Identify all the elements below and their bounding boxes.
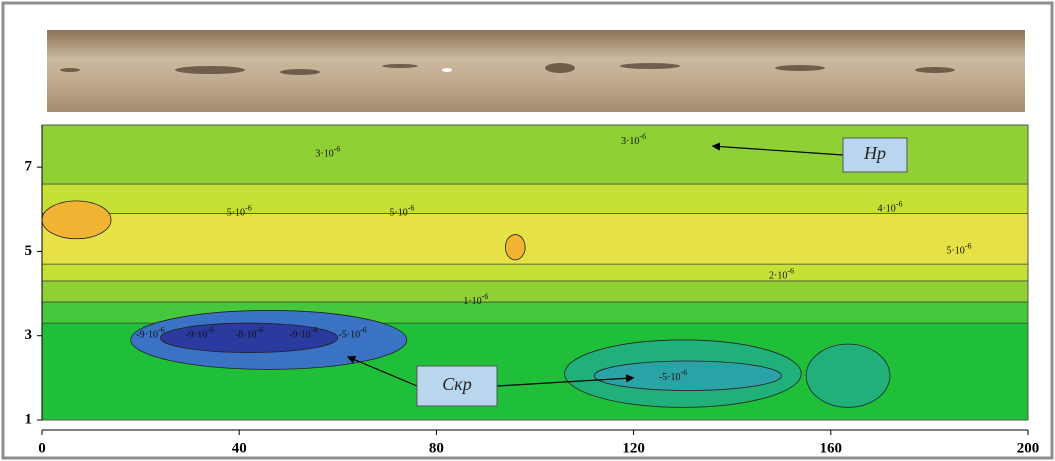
x-tick-label: 120 (622, 440, 645, 456)
x-tick-label: 40 (232, 440, 247, 456)
annotation-text: Нр (863, 143, 886, 163)
contour-label-base: -5·10 (338, 330, 360, 341)
contour-label-exp: -6 (965, 241, 972, 250)
contour-region (594, 361, 781, 391)
contour-label-exp: -6 (681, 368, 688, 377)
contour-label-exp: -6 (787, 267, 794, 276)
contour-label-base: -8·10 (235, 330, 257, 341)
contour-region (505, 235, 525, 260)
contour-label-base: 5·10 (227, 208, 245, 219)
contour-label-base: -9·10 (136, 330, 158, 341)
contour-label-base: 4·10 (877, 204, 895, 215)
contour-label-base: -5·10 (659, 372, 681, 383)
contour-label-exp: -6 (311, 326, 318, 335)
contour-label-exp: -6 (158, 326, 165, 335)
contour-band (42, 264, 1028, 281)
contour-label-exp: -6 (360, 326, 367, 335)
contour-label-base: 3·10 (621, 136, 639, 147)
contour-label-exp: -6 (639, 132, 646, 141)
contour-label-base: 1·10 (463, 296, 481, 307)
contour-label-exp: -6 (408, 203, 415, 212)
contour-label-base: 2·10 (769, 271, 787, 282)
contour-label-base: 3·10 (315, 149, 333, 160)
contour-label-base: -9·10 (186, 330, 208, 341)
y-tick-label: 3 (25, 327, 33, 343)
photo-strip (47, 30, 1025, 112)
y-tick-label: 5 (25, 243, 33, 259)
contour-label-base: 5·10 (946, 246, 964, 257)
contour-region (806, 344, 890, 407)
x-tick-label: 80 (429, 440, 444, 456)
y-tick-label: 7 (25, 159, 33, 175)
contour-label-base: 5·10 (389, 208, 407, 219)
contour-label-exp: -6 (896, 199, 903, 208)
contour-label-base: -9·10 (289, 330, 311, 341)
contour-label-exp: -6 (245, 203, 252, 212)
contour-region (42, 201, 111, 239)
y-tick-label: 1 (25, 411, 33, 427)
contour-label-exp: -6 (482, 292, 489, 301)
contour-band (42, 214, 1028, 265)
contour-label-exp: -6 (257, 326, 264, 335)
x-tick-label: 200 (1017, 440, 1040, 456)
annotation-text: Скр (442, 374, 471, 394)
contour-band (42, 281, 1028, 302)
contour-label-exp: -6 (207, 326, 214, 335)
contour-label-exp: -6 (334, 144, 341, 153)
figure: 040801201602001357 -9·10-6-9·10-6-8·10-6… (0, 0, 1055, 461)
x-tick-label: 0 (38, 440, 46, 456)
x-tick-label: 160 (820, 440, 843, 456)
